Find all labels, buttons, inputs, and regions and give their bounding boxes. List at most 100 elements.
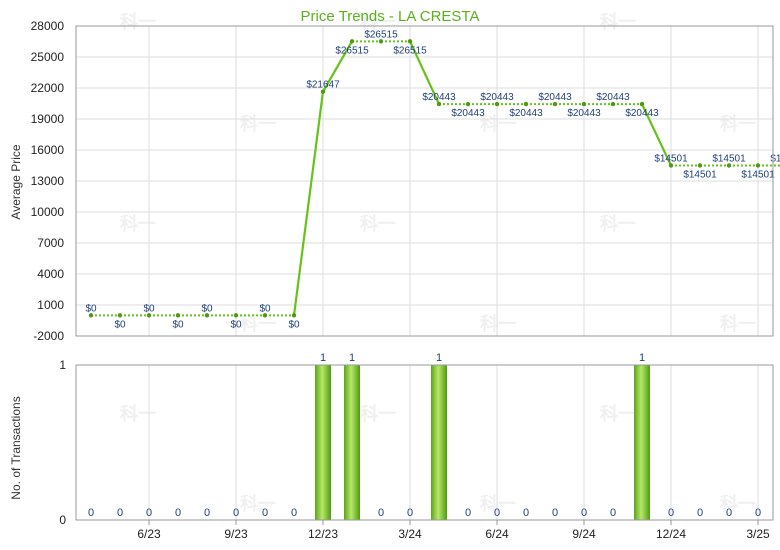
x-tick-label-6: 12/24	[656, 527, 686, 541]
price-point-23	[755, 163, 761, 168]
price-segment-19	[641, 103, 672, 166]
price-y-tick-9: 25000	[31, 50, 65, 64]
bar-value-label-22: 0	[726, 507, 732, 519]
price-point-6	[262, 313, 268, 318]
price-point-17	[581, 101, 587, 107]
price-y-tick-10: 28000	[31, 19, 65, 33]
bar-value-label-0: 0	[88, 507, 94, 519]
price-point-label-15: $20443	[509, 108, 543, 119]
price-grid: -2000 1000 4000 7000 10000 13000 16000 19000 220…	[31, 19, 773, 343]
price-point-label-4: $0	[201, 303, 213, 314]
price-y-tick-8: 22000	[31, 81, 65, 95]
watermark-13: 科一	[360, 403, 396, 424]
price-segment-11	[409, 40, 440, 105]
price-point-label-17: $20443	[567, 108, 601, 119]
price-point-21	[697, 163, 703, 168]
transaction-bar-19	[634, 365, 650, 520]
transaction-bar-8	[315, 365, 331, 520]
price-point-3	[175, 313, 181, 318]
tx-y-tick-1: 1	[59, 358, 66, 372]
price-point-label-14: $20443	[480, 92, 514, 103]
price-point-11	[407, 39, 413, 44]
price-point-19	[639, 101, 645, 107]
price-point-12	[436, 101, 442, 107]
price-point-label-8: $21647	[306, 80, 340, 91]
bar-value-label-3: 0	[175, 507, 181, 519]
bar-value-label-17: 0	[581, 507, 587, 519]
price-point-16	[552, 101, 558, 107]
price-y-tick-2: 4000	[37, 267, 64, 281]
price-point-label-19: $20443	[625, 108, 659, 119]
x-tick-label-7: 3/25	[746, 527, 770, 541]
price-point-label-24: $14501	[770, 153, 780, 164]
watermark-9: 科一	[240, 313, 276, 334]
watermark-7: 科一	[360, 213, 396, 234]
transaction-bar-9	[344, 365, 360, 520]
price-point-label-18: $20443	[596, 92, 630, 103]
watermark-8: 科一	[600, 213, 636, 234]
x-tick-label-2: 12/23	[308, 527, 338, 541]
price-point-0	[88, 313, 94, 318]
bar-value-label-1: 0	[117, 507, 123, 519]
bar-value-label-7: 0	[291, 507, 297, 519]
price-y-tick-0: -2000	[33, 329, 64, 343]
bar-value-label-11: 0	[407, 507, 413, 519]
price-y-tick-1: 1000	[37, 298, 64, 312]
bar-value-label-13: 0	[465, 507, 471, 519]
price-point-label-13: $20443	[451, 108, 485, 119]
bar-value-label-18: 0	[610, 507, 616, 519]
bar-value-label-14: 0	[494, 507, 500, 519]
data-labels: 00000000110010000001000000$0$0$0$0$0$0$0…	[85, 29, 780, 519]
bar-value-label-4: 0	[204, 507, 210, 519]
watermark-11: 科一	[720, 313, 756, 334]
x-tick-label-3: 3/24	[398, 527, 422, 541]
bar-value-label-19: 1	[639, 352, 645, 364]
price-plot-frame	[75, 25, 774, 337]
watermark-12: 科一	[120, 403, 156, 424]
price-segment-8	[322, 40, 353, 93]
watermark-5: 科一	[720, 113, 756, 134]
price-point-label-20: $14501	[654, 153, 688, 164]
price-point-2	[146, 313, 152, 318]
price-point-label-21: $14501	[683, 169, 717, 180]
transaction-bars	[315, 365, 650, 520]
price-point-label-9: $26515	[335, 45, 369, 56]
price-point-20	[668, 163, 674, 168]
bar-value-label-12: 1	[436, 352, 442, 364]
bar-value-label-21: 0	[697, 507, 703, 519]
price-y-tick-7: 19000	[31, 112, 65, 126]
watermark-10: 科一	[480, 313, 516, 334]
bar-value-label-10: 0	[378, 507, 384, 519]
price-point-18	[610, 101, 616, 107]
price-point-label-11: $26515	[393, 45, 427, 56]
price-y-axis-label: Average Price	[9, 144, 23, 219]
price-y-tick-3: 7000	[37, 236, 64, 250]
price-point-15	[523, 101, 529, 107]
price-point-label-10: $26515	[364, 29, 398, 40]
x-tick-label-5: 9/24	[572, 527, 596, 541]
bar-value-label-2: 0	[146, 507, 152, 519]
price-point-label-3: $0	[172, 319, 184, 330]
price-point-5	[233, 313, 239, 318]
bar-value-label-8: 1	[320, 352, 326, 364]
watermark-1: 科一	[360, 11, 396, 32]
transactions-grid: 0 1 6/23 9/23 12/23 3/24 6/24 9/24 12/24 3/25	[59, 358, 773, 541]
price-y-tick-4: 10000	[31, 205, 65, 219]
transaction-bar-12	[431, 365, 447, 520]
watermark-4: 科一	[480, 113, 516, 134]
transactions-plot-frame	[75, 364, 774, 521]
watermark-16: 科一	[480, 493, 516, 514]
price-line	[88, 39, 780, 318]
bar-value-label-6: 0	[262, 507, 268, 519]
transactions-y-axis-label: No. of Transactions	[9, 396, 23, 499]
price-point-8	[320, 89, 326, 94]
price-point-label-23: $14501	[741, 169, 775, 180]
x-tick-label-0: 6/23	[137, 527, 161, 541]
watermark-17: 科一	[720, 493, 756, 514]
price-segment-7	[292, 91, 325, 316]
watermark-14: 科一	[600, 403, 636, 424]
price-point-14	[494, 101, 500, 107]
price-point-label-5: $0	[230, 319, 242, 330]
watermark-2: 科一	[600, 11, 636, 32]
